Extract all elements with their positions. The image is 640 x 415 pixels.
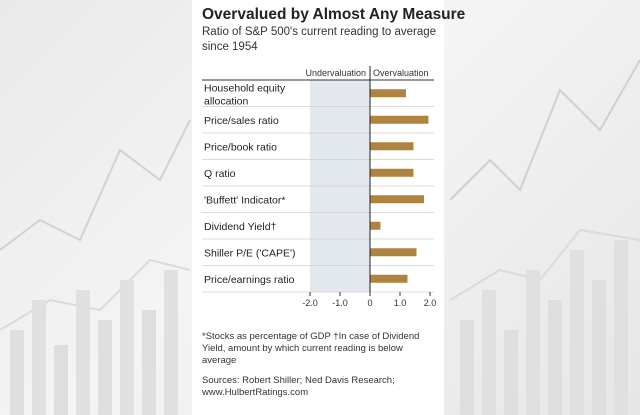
bar: [370, 274, 408, 283]
bar: [370, 115, 429, 124]
bar: [370, 248, 417, 257]
x-tick-label: 1.0: [394, 298, 407, 308]
bar: [370, 221, 381, 230]
category-label: Q ratio: [204, 168, 236, 180]
category-label: Dividend Yield†: [204, 221, 277, 233]
bar: [370, 142, 414, 151]
category-label: Price/sales ratio: [204, 115, 279, 127]
bar-chart: Undervaluation Overvaluation Household equ…: [202, 66, 437, 308]
bar: [370, 195, 424, 204]
x-tick-label: 0: [367, 298, 372, 308]
footnote: *Stocks as percentage of GDP †In case of…: [202, 331, 420, 366]
sources-note: Sources: Robert Shiller; Ned Davis Resea…: [202, 375, 395, 398]
category-label: Price/book ratio: [204, 141, 277, 153]
x-tick-label: -2.0: [302, 298, 318, 308]
x-tick-label: -1.0: [332, 298, 348, 308]
category-label: Shiller P/E ('CAPE'): [204, 247, 296, 259]
chart-title: Overvalued by Almost Any Measure: [202, 6, 466, 23]
category-label: Price/earnings ratio: [204, 274, 295, 286]
undervaluation-label: Undervaluation: [305, 68, 366, 78]
bar: [370, 89, 406, 98]
bar: [370, 168, 414, 177]
chart-card: Overvalued by Almost Any Measure Ratio o…: [192, 0, 466, 415]
chart-subtitle: Ratio of S&P 500's current reading to av…: [202, 26, 437, 53]
x-tick-label: 2.0: [424, 298, 437, 308]
overvaluation-label: Overvaluation: [373, 68, 429, 78]
category-label: Household equity allocation: [204, 82, 286, 107]
category-label: 'Buffett' Indicator*: [204, 194, 285, 206]
